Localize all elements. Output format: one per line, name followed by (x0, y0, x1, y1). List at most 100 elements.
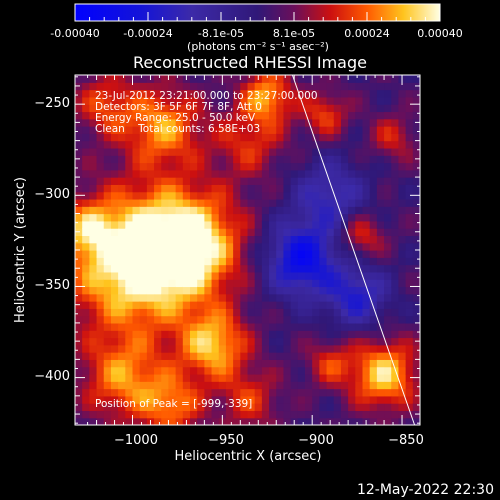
heatmap-cell (405, 96, 414, 105)
heatmap-cell (233, 213, 241, 222)
heatmap-cell (247, 242, 256, 251)
heatmap-cell (261, 417, 270, 425)
heatmap-cell (333, 366, 342, 375)
heatmap-cell (369, 213, 378, 222)
heatmap-cell (412, 198, 420, 207)
heatmap-cell (369, 228, 378, 237)
heatmap-cell (326, 147, 335, 156)
heatmap-cell (182, 279, 191, 288)
heatmap-cell (89, 250, 98, 258)
info-line: 23-Jul-2012 23:21:00.000 to 23:27:00.000 (95, 90, 318, 102)
heatmap-cell (82, 322, 90, 331)
heatmap-cell (132, 315, 141, 324)
heatmap-cell (276, 279, 285, 288)
heatmap-cell (139, 293, 148, 302)
heatmap-cell (384, 417, 392, 425)
heatmap-cell (225, 118, 234, 127)
heatmap-cell (333, 96, 342, 105)
heatmap-cell (168, 279, 177, 288)
heatmap-cell (96, 169, 105, 178)
heatmap-cell (312, 395, 320, 404)
heatmap-cell (333, 352, 342, 360)
heatmap-cell (154, 279, 162, 288)
heatmap-cell (305, 366, 313, 375)
heatmap-cell (132, 242, 141, 251)
heatmap-cell (247, 111, 256, 120)
heatmap-cell (283, 162, 292, 171)
heatmap-cell (225, 169, 234, 178)
heatmap-cell (290, 366, 299, 375)
heatmap-cell (412, 235, 420, 244)
heatmap-cell (125, 220, 134, 229)
heatmap-cell (412, 162, 420, 171)
heatmap-cell (132, 359, 141, 368)
heatmap-cell (333, 155, 342, 164)
heatmap-cell (305, 198, 313, 207)
heatmap-cell (305, 359, 313, 368)
heatmap-cell (362, 155, 371, 164)
heatmap-cell (412, 177, 420, 185)
heatmap-cell (297, 155, 306, 164)
heatmap-cell (161, 118, 170, 127)
heatmap-cell (297, 118, 306, 127)
heatmap-cell (283, 330, 292, 339)
heatmap-cell (348, 322, 356, 331)
heatmap-cell (384, 286, 392, 295)
heatmap-cell (384, 82, 392, 91)
heatmap-cell (233, 242, 241, 251)
heatmap-cell (326, 257, 335, 266)
heatmap-cell (247, 417, 256, 425)
heatmap-cell (333, 133, 342, 142)
heatmap-cell (398, 198, 407, 207)
heatmap-cell (182, 206, 191, 215)
heatmap-cell (146, 169, 155, 178)
heatmap-cell (132, 220, 141, 229)
heatmap-cell (89, 286, 98, 295)
heatmap-cell (161, 213, 170, 222)
heatmap-cell (254, 279, 263, 288)
colorbar-tick-label: -0.00040 (50, 27, 99, 40)
heatmap-cell (254, 126, 263, 134)
heatmap-cell (175, 395, 184, 404)
heatmap-cell (319, 337, 328, 346)
heatmap-cell (139, 89, 148, 98)
heatmap-cell (182, 184, 191, 193)
heatmap-cell (175, 104, 184, 113)
heatmap-cell (348, 271, 356, 280)
heatmap-cell (211, 118, 220, 127)
heatmap-cell (182, 344, 191, 353)
heatmap-cell (412, 286, 420, 295)
heatmap-cell (355, 111, 364, 120)
heatmap-cell (283, 388, 292, 397)
heatmap-cell (125, 344, 134, 353)
heatmap-cell (398, 169, 407, 178)
heatmap-cell (384, 264, 392, 273)
heatmap-cell (290, 155, 299, 164)
heatmap-cell (362, 381, 371, 390)
heatmap-cell (211, 140, 220, 149)
heatmap-cell (247, 228, 256, 237)
heatmap-cell (305, 140, 313, 149)
heatmap-cell (146, 257, 155, 266)
heatmap-cell (190, 213, 198, 222)
heatmap-cell (340, 184, 349, 193)
heatmap-cell (233, 315, 241, 324)
heatmap-cell (204, 96, 213, 105)
heatmap-cell (75, 133, 83, 142)
heatmap-cell (355, 410, 364, 419)
x-tick-label: −850 (388, 433, 424, 448)
heatmap-cell (103, 184, 112, 193)
heatmap-cell (233, 257, 241, 266)
heatmap-cell (269, 220, 277, 229)
heatmap-cell (89, 162, 98, 171)
heatmap-cell (269, 308, 277, 317)
heatmap-cell (254, 410, 263, 419)
heatmap-cell (146, 104, 155, 113)
heatmap-cell (405, 403, 414, 412)
heatmap-cell (132, 198, 141, 207)
heatmap-cell (197, 301, 205, 309)
heatmap-cell (125, 388, 134, 397)
heatmap-cell (175, 359, 184, 368)
heatmap-cell (103, 89, 112, 98)
heatmap-cell (197, 264, 205, 273)
